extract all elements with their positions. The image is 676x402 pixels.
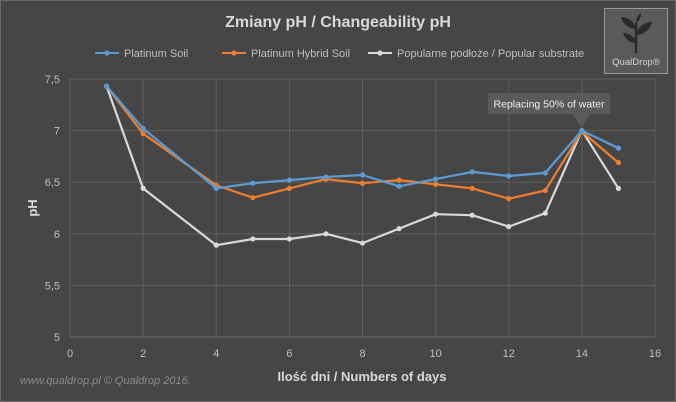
data-point xyxy=(396,177,402,183)
data-point xyxy=(469,169,475,175)
annotation: Replacing 50% of water xyxy=(488,93,610,128)
y-tick-label: 7,5 xyxy=(45,74,60,86)
data-point xyxy=(323,174,329,180)
data-point xyxy=(615,145,622,151)
logo-text: QualDrop® xyxy=(612,57,660,68)
data-point xyxy=(140,131,146,137)
data-point xyxy=(396,183,402,189)
y-tick-label: 6 xyxy=(54,229,60,241)
data-point xyxy=(140,185,146,191)
data-point xyxy=(469,212,475,218)
legend-marker xyxy=(377,50,383,56)
annotation-box xyxy=(488,93,610,114)
legend-marker xyxy=(231,50,237,56)
data-point xyxy=(213,185,219,191)
data-point xyxy=(213,242,219,248)
x-tick-label: 10 xyxy=(430,348,442,360)
data-point xyxy=(469,185,475,191)
data-point xyxy=(506,196,512,202)
legend-label: Platinum Hybrid Soil xyxy=(251,48,350,60)
x-tick-label: 0 xyxy=(67,348,73,360)
legend: Platinum Soil Platinum Hybrid Soil Popular… xyxy=(95,48,584,60)
y-tick-label: 6,5 xyxy=(45,177,60,189)
data-point xyxy=(359,240,366,246)
data-point xyxy=(615,159,622,166)
data-point xyxy=(542,187,548,194)
data-point xyxy=(286,177,292,183)
legend-label: Popularne podłoże / Popular substrate xyxy=(397,48,584,60)
data-point xyxy=(250,195,256,201)
data-point xyxy=(250,180,256,186)
data-point xyxy=(615,185,622,191)
plant-icon xyxy=(621,13,652,53)
x-axis-label: Ilość dni / Numbers of days xyxy=(277,369,446,384)
data-point xyxy=(433,176,439,182)
data-point xyxy=(433,181,439,187)
x-tick-label: 4 xyxy=(213,348,219,360)
data-point xyxy=(542,210,548,216)
data-point xyxy=(433,211,439,217)
x-tick-label: 8 xyxy=(359,348,365,360)
data-point xyxy=(506,223,512,230)
data-point xyxy=(542,170,548,176)
x-tick-label: 2 xyxy=(140,348,146,360)
x-tick-label: 12 xyxy=(503,348,515,360)
chart-title: Zmiany pH / Changeability pH xyxy=(225,14,451,31)
data-point xyxy=(359,180,366,186)
x-tick-label: 14 xyxy=(576,348,588,360)
legend-label: Platinum Soil xyxy=(124,48,188,60)
y-tick-label: 7 xyxy=(54,126,60,138)
x-tick-label: 16 xyxy=(649,348,661,360)
data-point xyxy=(579,128,585,134)
x-tick-label: 6 xyxy=(286,348,292,360)
footer-credit: www.qualdrop.pl © Qualdrop 2016. xyxy=(20,375,191,387)
y-tick-label: 5,5 xyxy=(45,280,60,292)
series-line xyxy=(105,85,619,190)
annotation-label: Replacing 50% of water xyxy=(494,99,605,111)
data-point xyxy=(359,172,366,178)
data-point xyxy=(140,125,146,132)
legend-marker xyxy=(104,50,110,56)
data-point xyxy=(250,236,256,242)
data-point xyxy=(103,83,110,89)
data-point xyxy=(286,185,292,191)
data-point xyxy=(506,173,512,179)
data-point xyxy=(396,226,402,232)
y-axis-label: pH xyxy=(25,199,40,216)
data-point xyxy=(286,236,292,242)
axis-ticks: 5 5,5 6 6,5 7 7,5 0 2 4 6 8 10 12 14 16 xyxy=(45,74,661,360)
gridlines xyxy=(69,78,656,338)
qualdrop-logo: QualDrop® xyxy=(604,8,668,74)
annotation-pointer xyxy=(571,114,590,128)
series-line xyxy=(105,85,620,247)
y-tick-label: 5 xyxy=(54,332,60,344)
data-point xyxy=(323,231,329,237)
series-layer xyxy=(103,83,622,248)
